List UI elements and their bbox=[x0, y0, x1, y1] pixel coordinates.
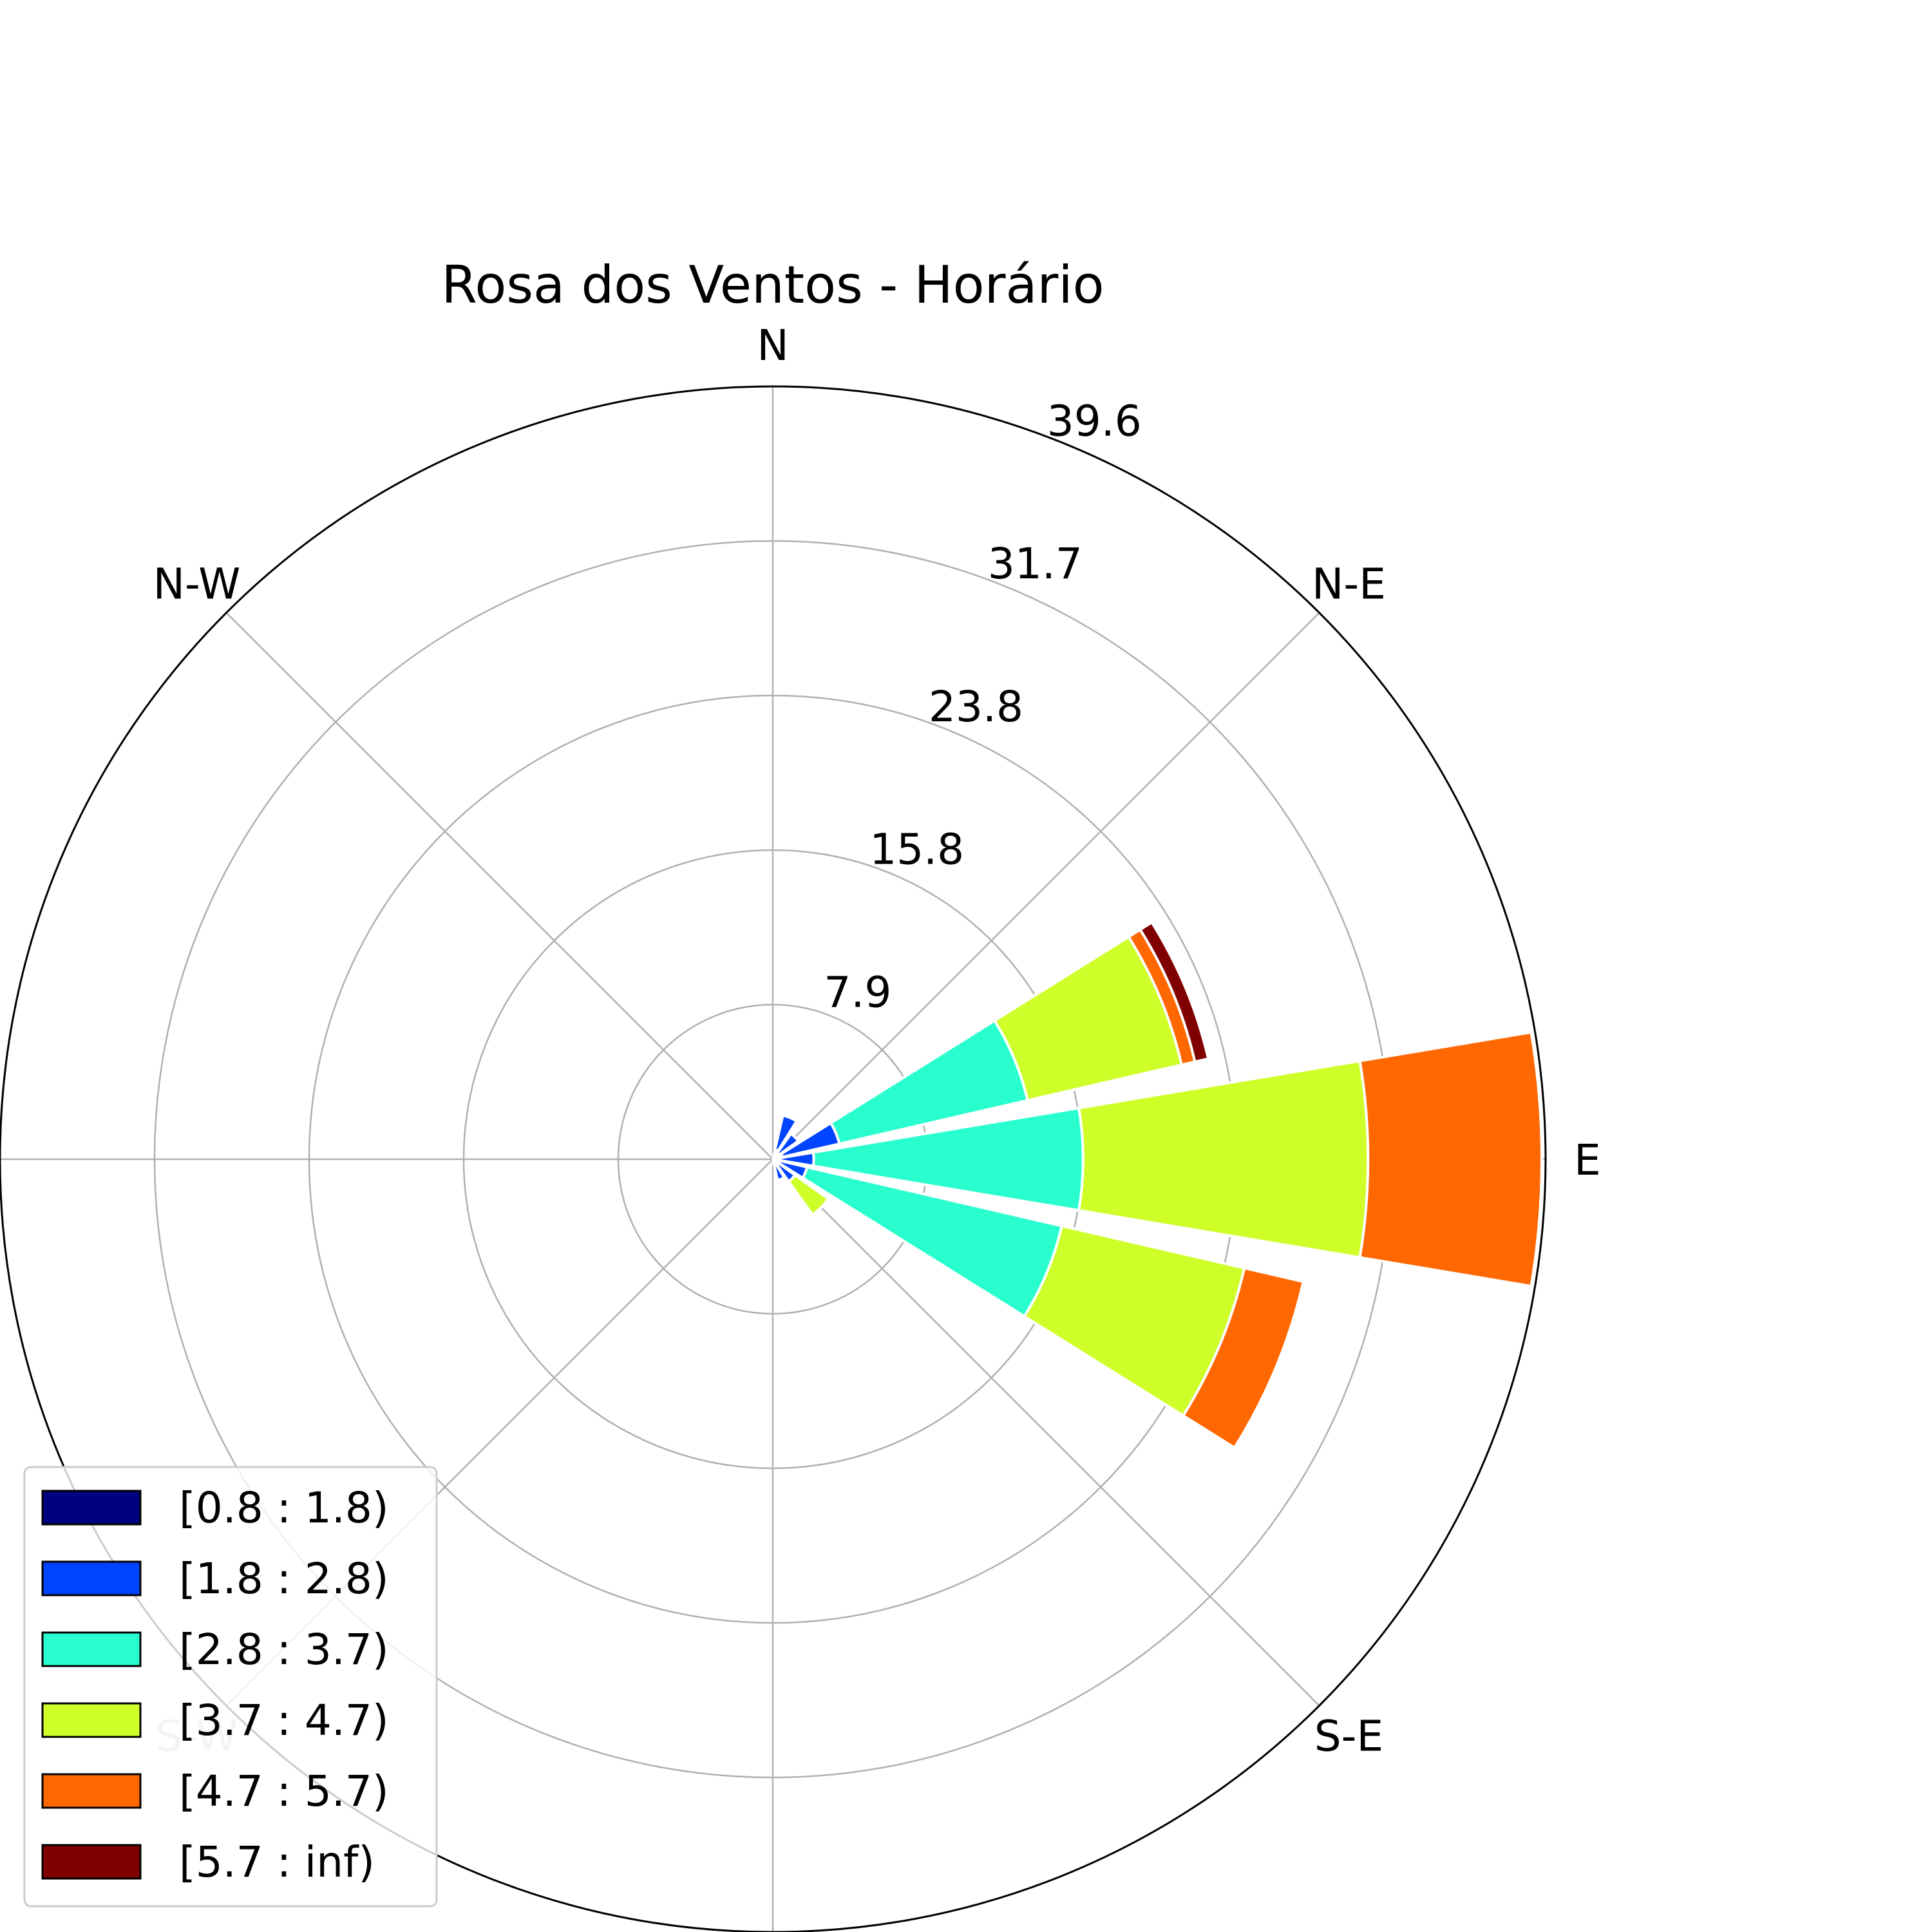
legend-swatch bbox=[41, 1844, 142, 1880]
wind-sector bbox=[772, 1030, 1543, 1288]
legend-swatch bbox=[41, 1490, 142, 1526]
legend-item: [2.8 : 3.7) bbox=[41, 1625, 389, 1674]
radial-tick-label: 39.6 bbox=[1047, 396, 1142, 446]
legend-swatch bbox=[41, 1560, 142, 1596]
legend-label: [0.8 : 1.8) bbox=[179, 1483, 389, 1533]
wind-sector bbox=[772, 1158, 831, 1217]
angular-gridline bbox=[772, 1159, 1320, 1707]
sector-segment bbox=[1077, 1059, 1370, 1259]
legend-label: [3.7 : 4.7) bbox=[179, 1696, 389, 1745]
polar-frame bbox=[0, 385, 1547, 1932]
direction-label: N bbox=[757, 321, 788, 370]
wind-sector bbox=[772, 1158, 786, 1182]
radial-tick-label: 23.8 bbox=[929, 682, 1023, 732]
wind-sectors bbox=[772, 920, 1543, 1450]
legend-swatch bbox=[41, 1773, 142, 1809]
sector-segment bbox=[1358, 1030, 1543, 1288]
legend-label: [5.7 : inf) bbox=[179, 1837, 375, 1887]
legend-label: [4.7 : 5.7) bbox=[179, 1766, 389, 1816]
legend-label: [1.8 : 2.8) bbox=[179, 1554, 389, 1604]
legend-swatch bbox=[41, 1631, 142, 1667]
radial-tick-label: 7.9 bbox=[824, 967, 891, 1017]
direction-label: S-E bbox=[1314, 1711, 1383, 1761]
legend-item: [0.8 : 1.8) bbox=[41, 1483, 389, 1533]
wind-sector bbox=[772, 1158, 1305, 1450]
sector-segment bbox=[1181, 1266, 1305, 1450]
sector-segment bbox=[773, 1113, 799, 1153]
direction-label: N-W bbox=[153, 560, 241, 609]
legend-label: [2.8 : 3.7) bbox=[179, 1625, 389, 1674]
legend-item: [1.8 : 2.8) bbox=[41, 1554, 389, 1604]
sector-segment bbox=[1138, 920, 1210, 1064]
sector-segment bbox=[772, 1162, 786, 1182]
chart-title: Rosa dos Ventos - Horário bbox=[441, 255, 1104, 315]
radial-tick-label: 15.8 bbox=[869, 825, 964, 875]
legend-swatch bbox=[41, 1702, 142, 1738]
angular-gridline bbox=[225, 612, 773, 1160]
legend: [0.8 : 1.8) [1.8 : 2.8) [2.8 : 3.7) [3.7 : … bbox=[23, 1466, 438, 1908]
legend-item: [4.7 : 5.7) bbox=[41, 1766, 389, 1816]
legend-item: [3.7 : 4.7) bbox=[41, 1696, 389, 1745]
legend-item: [5.7 : inf) bbox=[41, 1837, 375, 1887]
sector-segment bbox=[786, 1173, 831, 1217]
angular-gridline bbox=[772, 612, 1320, 1160]
sector-segment bbox=[775, 1132, 800, 1157]
wind-sector bbox=[772, 920, 1210, 1160]
direction-label: E bbox=[1574, 1135, 1601, 1185]
direction-label: N-E bbox=[1312, 560, 1386, 609]
radial-tick-label: 31.7 bbox=[988, 539, 1083, 589]
